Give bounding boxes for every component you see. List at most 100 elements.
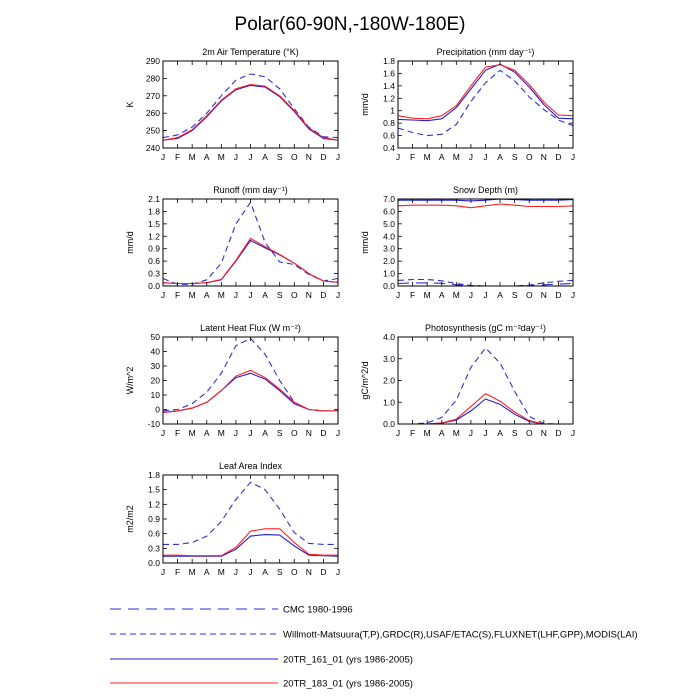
x-tick-label: M (189, 152, 196, 162)
panel-title: Precipitation (mm day⁻¹) (437, 47, 535, 57)
y-tick-label: 0.0 (148, 558, 160, 568)
x-tick-label: J (161, 428, 165, 438)
chart-panel-4: Snow Depth (m) mm/d 0.0 1.0 2.0 3.0 4.0 5.0 6.0 7… (360, 185, 575, 300)
x-tick-label: J (336, 152, 340, 162)
x-tick-label: D (555, 428, 561, 438)
x-tick-label: N (541, 290, 547, 300)
x-tick-label: A (262, 567, 268, 577)
series-line-m161 (163, 372, 338, 413)
y-tick-label: 1.8 (148, 470, 160, 480)
y-tick-label: 1.2 (383, 93, 395, 103)
y-tick-label: 1.8 (148, 206, 160, 216)
x-tick-label: M (453, 152, 460, 162)
x-tick-label: A (204, 152, 210, 162)
x-tick-label: M (424, 428, 431, 438)
y-tick-label: 1 (390, 106, 395, 116)
series-line-m161 (163, 534, 338, 557)
series-group (163, 481, 338, 557)
series-line-m183 (398, 64, 573, 120)
x-tick-label: S (512, 290, 518, 300)
x-tick-label: F (175, 567, 180, 577)
y-tick-label: 1.2 (148, 499, 160, 509)
chart-panel-1: 2m Air Temperature (°K) K 240 250 260 270 280 2… (125, 47, 340, 162)
series-line-obs (163, 337, 338, 412)
y-axis-label: mm/d (125, 231, 135, 254)
y-tick-label: 0.3 (148, 543, 160, 553)
series-group (398, 199, 573, 286)
y-tick-label: 3.0 (383, 244, 395, 254)
legend-label: CMC 1980-1996 (283, 605, 353, 616)
y-tick-label: 0 (155, 405, 160, 415)
x-tick-label: M (218, 152, 225, 162)
x-tick-label: F (410, 428, 415, 438)
x-tick-label: A (439, 152, 445, 162)
plot-frame (397, 336, 574, 425)
x-tick-label: O (291, 567, 298, 577)
x-tick-label: J (161, 290, 165, 300)
x-tick-label: S (277, 567, 283, 577)
x-tick-label: J (248, 567, 252, 577)
x-tick-label: S (277, 290, 283, 300)
x-tick-label: A (204, 428, 210, 438)
x-tick-label: O (526, 428, 533, 438)
x-tick-label: A (262, 290, 268, 300)
x-tick-label: J (234, 567, 238, 577)
y-tick-label: 1.6 (383, 68, 395, 78)
plot-frame (397, 198, 574, 287)
series-line-m161 (163, 84, 338, 141)
y-tick-label: 1.0 (383, 269, 395, 279)
x-tick-label: A (439, 290, 445, 300)
y-tick-label: 2.0 (383, 256, 395, 266)
series-group (163, 337, 338, 413)
series-line-m161 (398, 63, 573, 122)
y-tick-label: 0.9 (148, 514, 160, 524)
x-tick-label: J (396, 290, 400, 300)
x-tick-label: S (277, 152, 283, 162)
x-tick-label: D (555, 152, 561, 162)
y-tick-label: 4.0 (383, 231, 395, 241)
x-tick-label: A (497, 428, 503, 438)
y-tick-label: 3.0 (383, 354, 395, 364)
y-tick-label: 0.3 (148, 269, 160, 279)
series-group (163, 201, 338, 285)
plot-frame (162, 474, 339, 564)
y-axis-label: mm/d (360, 93, 370, 116)
x-tick-label: A (439, 428, 445, 438)
series-line-obs (398, 347, 573, 424)
x-tick-label: S (277, 428, 283, 438)
chart-panel-3: Runoff (mm day⁻¹) mm/d 0.0 0.3 0.6 0.9 1.2 1.5 1… (125, 185, 340, 300)
y-tick-label: 4.0 (383, 332, 395, 342)
y-axis-label: gC/m^2/d (360, 361, 370, 399)
y-tick-label: 0.9 (148, 244, 160, 254)
x-tick-label: M (424, 290, 431, 300)
y-tick-label: 1.0 (383, 397, 395, 407)
x-tick-label: D (320, 428, 326, 438)
x-tick-label: F (410, 152, 415, 162)
x-tick-label: J (248, 290, 252, 300)
y-axis-label: mm/d (360, 231, 370, 254)
x-tick-label: A (497, 290, 503, 300)
panel-title: Photosynthesis (gC m⁻²day⁻¹) (425, 323, 546, 333)
y-tick-label: 250 (146, 126, 160, 136)
x-tick-label: J (483, 428, 487, 438)
x-tick-label: S (512, 152, 518, 162)
legend-label: 20TR_161_01 (yrs 1986-2005) (283, 655, 413, 666)
x-tick-label: J (234, 152, 238, 162)
x-tick-label: J (469, 428, 473, 438)
y-tick-label: 0.4 (383, 143, 395, 153)
y-axis-label: K (125, 101, 135, 107)
series-line-obs (163, 201, 338, 285)
x-tick-label: D (555, 290, 561, 300)
series-group (163, 73, 338, 141)
panel-title: Snow Depth (m) (453, 185, 518, 195)
chart-panel-7: Leaf Area Index m2/m2 0.0 0.3 0.6 0.9 1.2 1.5 1.… (125, 461, 340, 577)
series-line-m183 (163, 528, 338, 557)
x-tick-label: N (306, 428, 312, 438)
x-tick-label: J (336, 567, 340, 577)
x-tick-label: N (541, 152, 547, 162)
x-tick-label: F (175, 152, 180, 162)
chart-panels: 2m Air Temperature (°K) K 240 250 260 270 280 2… (125, 47, 575, 577)
y-tick-label: 50 (151, 332, 161, 342)
panel-title: Runoff (mm day⁻¹) (213, 185, 288, 195)
y-tick-label: 0.6 (148, 256, 160, 266)
